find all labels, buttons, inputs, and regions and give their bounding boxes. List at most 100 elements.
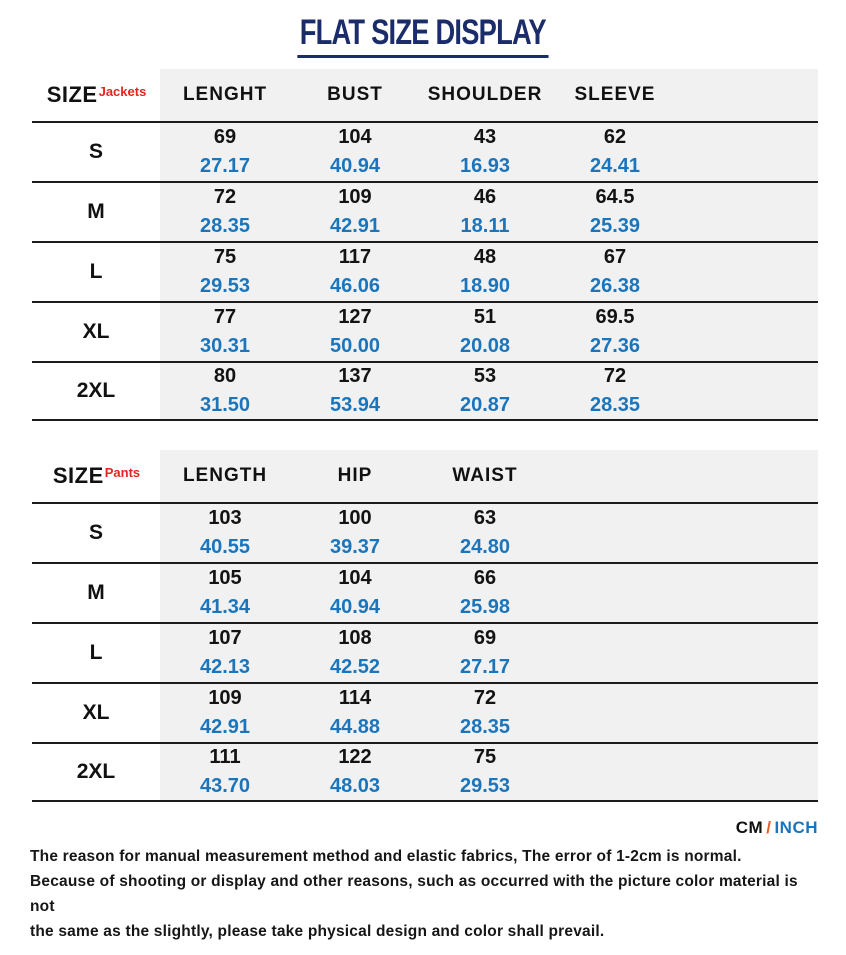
cell-pants-m-hip: 104 40.94	[290, 564, 420, 622]
cell-jackets-m-shoulder: 46 18.11	[420, 183, 550, 241]
unit-separator: /	[766, 818, 772, 837]
table-row-jackets-xl: XL 77 30.31 127 50.00 51 20.08 69.5 27.36	[32, 301, 818, 361]
cm-value: 109	[338, 186, 372, 208]
inch-value: 27.17	[459, 656, 511, 678]
cm-value: 109	[208, 687, 242, 709]
inch-value: 43.70	[199, 775, 251, 797]
header-filler	[550, 450, 818, 502]
cm-value: 104	[338, 567, 372, 589]
table-row-jackets-2xl: 2XL 80 31.50 137 53.94 53 20.87 72 28.35	[32, 361, 818, 421]
disclaimer-line-1: The reason for manual measurement method…	[30, 848, 742, 865]
cm-value: 46	[473, 186, 497, 208]
page-title: FLAT SIZE DISPLAY	[0, 13, 846, 61]
cm-value: 117	[338, 246, 372, 268]
row-filler	[680, 363, 818, 419]
disclaimer: The reason for manual measurement method…	[30, 844, 818, 944]
table-row-pants-2xl: 2XL 111 43.70 122 48.03 75 29.53	[32, 742, 818, 802]
inch-value: 18.90	[459, 275, 511, 297]
size-value-l: L	[32, 243, 160, 301]
row-filler	[550, 504, 818, 562]
table-row-pants-s: S 103 40.55 100 39.37 63 24.80	[32, 502, 818, 562]
flat-size-display-page: FLAT SIZE DISPLAY SIZE Jackets LENGHT BUST S…	[0, 13, 846, 944]
cm-value: 77	[213, 306, 237, 328]
column-header-length: LENGTH	[160, 450, 290, 502]
unit-inch-label: INCH	[774, 818, 818, 837]
cell-pants-l-hip: 108 42.52	[290, 624, 420, 682]
cell-jackets-l-lenght: 75 29.53	[160, 243, 290, 301]
cm-value: 127	[338, 306, 372, 328]
inch-value: 18.11	[460, 215, 510, 237]
cell-pants-s-hip: 100 39.37	[290, 504, 420, 562]
cell-jackets-2xl-lenght: 80 31.50	[160, 363, 290, 419]
cell-jackets-l-bust: 117 46.06	[290, 243, 420, 301]
cell-pants-m-waist: 66 25.98	[420, 564, 550, 622]
cell-pants-xl-waist: 72 28.35	[420, 684, 550, 742]
inch-value: 16.93	[459, 155, 511, 177]
unit-legend: CM / INCH	[0, 818, 818, 838]
table-header-row-pants: SIZE Pants LENGTH HIP WAIST	[32, 450, 818, 502]
inch-value: 29.53	[199, 275, 251, 297]
cm-value: 51	[473, 306, 497, 328]
inch-value: 24.80	[459, 536, 511, 558]
cell-pants-2xl-hip: 122 48.03	[290, 744, 420, 800]
unit-cm-label: CM	[735, 818, 764, 837]
size-value-2xl: 2XL	[32, 363, 160, 419]
inch-value: 44.88	[329, 716, 381, 738]
row-filler	[680, 183, 818, 241]
cm-value: 103	[208, 507, 242, 529]
inch-value: 24.41	[589, 155, 641, 177]
size-value-2xl: 2XL	[32, 744, 160, 800]
inch-value: 27.17	[199, 155, 251, 177]
cell-jackets-2xl-shoulder: 53 20.87	[420, 363, 550, 419]
cell-jackets-xl-sleeve: 69.5 27.36	[550, 303, 680, 361]
inch-value: 40.55	[199, 536, 251, 558]
cm-value: 43	[473, 126, 497, 148]
row-filler	[550, 564, 818, 622]
column-header-waist: WAIST	[420, 450, 550, 502]
cm-value: 62	[603, 126, 627, 148]
column-header-shoulder: SHOULDER	[420, 69, 550, 121]
inch-value: 29.53	[459, 775, 511, 797]
size-value-m: M	[32, 564, 160, 622]
cell-pants-l-length: 107 42.13	[160, 624, 290, 682]
jackets-size-table: SIZE Jackets LENGHT BUST SHOULDER SLEEVE S 69 27…	[32, 69, 818, 421]
cell-jackets-2xl-sleeve: 72 28.35	[550, 363, 680, 419]
cm-value: 80	[213, 365, 237, 387]
inch-value: 39.37	[329, 536, 381, 558]
cm-value: 72	[473, 687, 497, 709]
column-header-bust: BUST	[290, 69, 420, 121]
cell-pants-s-length: 103 40.55	[160, 504, 290, 562]
table-row-jackets-m: M 72 28.35 109 42.91 46 18.11 64.5 25.39	[32, 181, 818, 241]
inch-value: 48.03	[329, 775, 381, 797]
cm-value: 69.5	[595, 306, 635, 328]
cell-jackets-s-bust: 104 40.94	[290, 123, 420, 181]
row-filler	[550, 624, 818, 682]
inch-value: 28.35	[459, 716, 511, 738]
row-filler	[680, 303, 818, 361]
table-row-jackets-l: L 75 29.53 117 46.06 48 18.90 67 26.38	[32, 241, 818, 301]
cell-pants-xl-hip: 114 44.88	[290, 684, 420, 742]
size-label: SIZE	[52, 463, 104, 488]
table-header-row-jackets: SIZE Jackets LENGHT BUST SHOULDER SLEEVE	[32, 69, 818, 121]
cell-jackets-s-lenght: 69 27.17	[160, 123, 290, 181]
disclaimer-line-2: Because of shooting or display and other…	[30, 873, 798, 915]
table-row-pants-l: L 107 42.13 108 42.52 69 27.17	[32, 622, 818, 682]
inch-value: 28.35	[589, 394, 641, 416]
cm-value: 48	[473, 246, 497, 268]
cm-value: 104	[338, 126, 372, 148]
inch-value: 40.94	[329, 596, 381, 618]
cell-jackets-l-shoulder: 48 18.90	[420, 243, 550, 301]
cm-value: 107	[208, 627, 242, 649]
size-value-xl: XL	[32, 303, 160, 361]
inch-value: 31.50	[199, 394, 251, 416]
row-filler	[680, 123, 818, 181]
cm-value: 64.5	[595, 186, 635, 208]
cell-pants-2xl-waist: 75 29.53	[420, 744, 550, 800]
inch-value: 20.08	[459, 335, 511, 357]
cell-jackets-s-shoulder: 43 16.93	[420, 123, 550, 181]
inch-value: 28.35	[199, 215, 251, 237]
inch-value: 25.39	[589, 215, 641, 237]
cell-jackets-xl-shoulder: 51 20.08	[420, 303, 550, 361]
size-header-cell-pants: SIZE Pants	[32, 450, 160, 502]
cell-jackets-s-sleeve: 62 24.41	[550, 123, 680, 181]
